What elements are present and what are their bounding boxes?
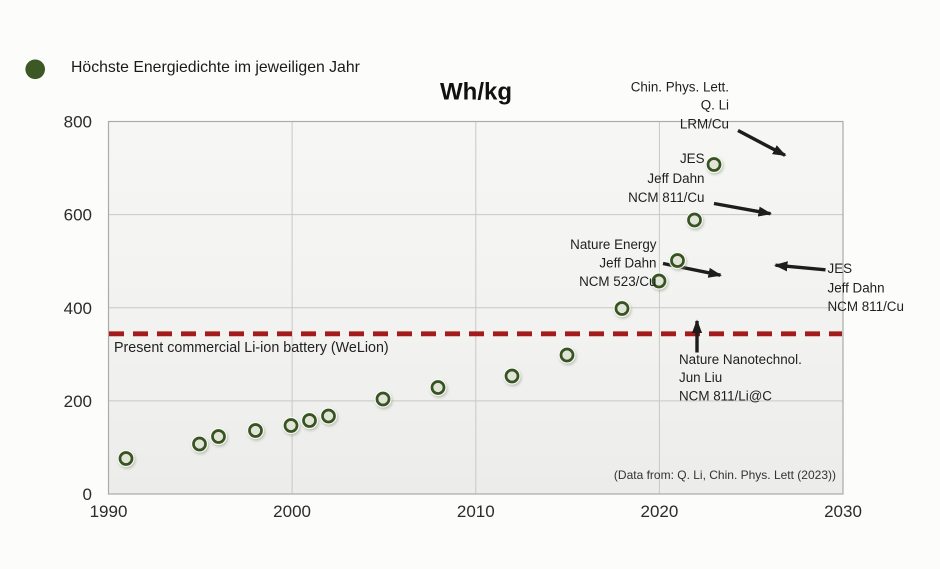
svg-text:200: 200: [64, 392, 92, 411]
svg-text:Wh/kg: Wh/kg: [440, 79, 512, 106]
svg-text:Nature Nanotechnol.: Nature Nanotechnol.: [679, 352, 802, 367]
svg-text:Present commercial Li-ion batt: Present commercial Li-ion battery (WeLio…: [114, 340, 389, 356]
svg-text:Nature Energy: Nature Energy: [570, 237, 657, 252]
svg-text:Höchste Energiedichte im jewei: Höchste Energiedichte im jeweiligen Jahr: [71, 59, 360, 76]
svg-text:0: 0: [83, 485, 92, 504]
svg-text:400: 400: [64, 299, 92, 318]
svg-text:NCM 523/Cu: NCM 523/Cu: [579, 274, 656, 289]
svg-text:Jeff Dahn: Jeff Dahn: [599, 256, 656, 271]
svg-text:NCM 811/Cu: NCM 811/Cu: [828, 299, 904, 314]
svg-text:Chin. Phys. Lett.: Chin. Phys. Lett.: [631, 80, 729, 95]
svg-text:2030: 2030: [824, 502, 862, 521]
svg-text:2020: 2020: [640, 502, 678, 521]
svg-text:600: 600: [64, 206, 92, 225]
svg-text:800: 800: [64, 113, 92, 132]
svg-text:NCM 811/Li@C: NCM 811/Li@C: [679, 389, 772, 404]
svg-text:2000: 2000: [273, 502, 311, 521]
svg-text:(Data from: Q. Li, Chin. Phys.: (Data from: Q. Li, Chin. Phys. Lett (202…: [614, 468, 836, 482]
svg-text:Jun Liu: Jun Liu: [679, 370, 722, 385]
svg-text:Jeff Dahn: Jeff Dahn: [647, 171, 704, 186]
svg-text:LRM/Cu: LRM/Cu: [680, 117, 729, 132]
svg-text:2010: 2010: [457, 502, 495, 521]
svg-text:JES: JES: [828, 261, 853, 276]
svg-text:1990: 1990: [90, 502, 128, 521]
svg-text:NCM 811/Cu: NCM 811/Cu: [628, 190, 704, 205]
svg-text:Jeff Dahn: Jeff Dahn: [828, 280, 885, 295]
svg-text:Q. Li: Q. Li: [701, 98, 729, 113]
svg-text:JES: JES: [680, 151, 705, 166]
